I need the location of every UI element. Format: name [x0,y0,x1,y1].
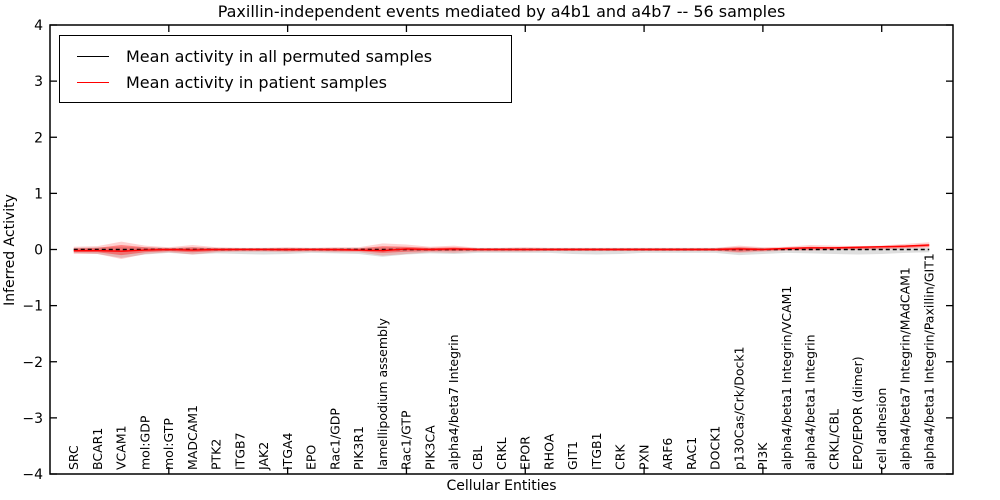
x-category-label: GIT1 [565,441,580,470]
x-category-label: alpha4/beta1 Integrin/Paxillin/GIT1 [921,253,936,470]
x-category-label: MADCAM1 [185,405,200,470]
x-category-label: EPO/EPOR (dimer) [850,356,865,470]
y-tick-label: −1 [22,299,43,315]
x-category-label: CRKL/CBL [826,409,841,470]
x-category-label: RAC1 [684,437,699,470]
x-category-label: PIK3R1 [351,426,366,470]
series-line [73,244,930,252]
x-category-label: RHOA [541,433,556,470]
x-category-label: alpha4/beta7 Integrin/MAdCAM1 [898,267,913,470]
x-category-label: mol:GTP [161,418,176,470]
x-category-label: SRC [66,445,81,470]
y-tick-label: 4 [34,18,43,34]
x-category-label: ITGB7 [232,432,247,470]
x-category-label: lamellipodium assembly [375,318,390,470]
legend-label: Mean activity in all permuted samples [126,46,433,66]
y-tick-label: 3 [34,74,43,90]
x-category-label: Rac1/GTP [399,410,414,470]
patient-samples-spread-outer-band [73,241,930,260]
x-category-label: CBL [470,446,485,470]
x-category-label: Rac1/GDP [327,408,342,470]
x-category-label: PIK3CA [422,425,437,470]
x-category-label: alpha4/beta7 Integrin [446,334,461,470]
x-category-label: ITGB1 [589,432,604,470]
y-tick-label: −2 [22,355,43,371]
x-category-label: BCAR1 [90,428,105,470]
axis-ticks [50,24,953,475]
legend-entry-patient: Mean activity in patient samples [60,69,511,95]
x-category-label: alpha4/beta1 Integrin [803,334,818,470]
x-category-label: PI3K [755,442,770,470]
legend: Mean activity in all permuted samples Me… [59,35,512,103]
chart-title: Paxillin-independent events mediated by … [217,2,786,21]
x-category-label: DOCK1 [708,426,723,470]
x-category-label: PTK2 [209,439,224,470]
x-category-label: alpha4/beta1 Integrin/VCAM1 [779,286,794,470]
x-category-label: EPO [304,445,319,470]
x-category-label: mol:GDP [137,415,152,470]
x-category-label: JAK2 [256,442,271,471]
x-category-label: ARF6 [660,438,675,470]
x-category-label: CRK [613,444,628,470]
x-category-label: cell adhesion [874,388,889,470]
x-category-label: PXN [636,445,651,470]
x-category-label: p130Cas/Crk/Dock1 [731,346,746,470]
legend-line-sample-black [77,55,109,57]
legend-entry-permuted: Mean activity in all permuted samples [60,43,511,69]
series-layer [73,244,930,252]
y-tick-label: 0 [34,243,43,259]
y-tick-label: −4 [22,467,43,483]
y-tick-labels: 4 3 2 1 0 −1 −2 −3 −4 [22,18,43,483]
y-axis-label: Inferred Activity [2,194,18,306]
legend-label: Mean activity in patient samples [126,72,387,92]
x-category-labels: SRC BCAR1 VCAM1 mol:GDP mol:GTP MADCAM1 PTK2 IT… [66,253,936,471]
legend-line-sample-red [77,81,109,83]
x-category-label: EPOR [518,436,533,470]
x-category-label: VCAM1 [114,425,129,470]
y-tick-label: 2 [34,130,43,146]
x-category-label: CRKL [494,437,509,470]
x-axis-label: Cellular Entities [446,478,557,494]
y-tick-label: −3 [22,411,43,427]
y-tick-label: 1 [34,186,43,202]
x-category-label: ITGA4 [280,432,295,470]
